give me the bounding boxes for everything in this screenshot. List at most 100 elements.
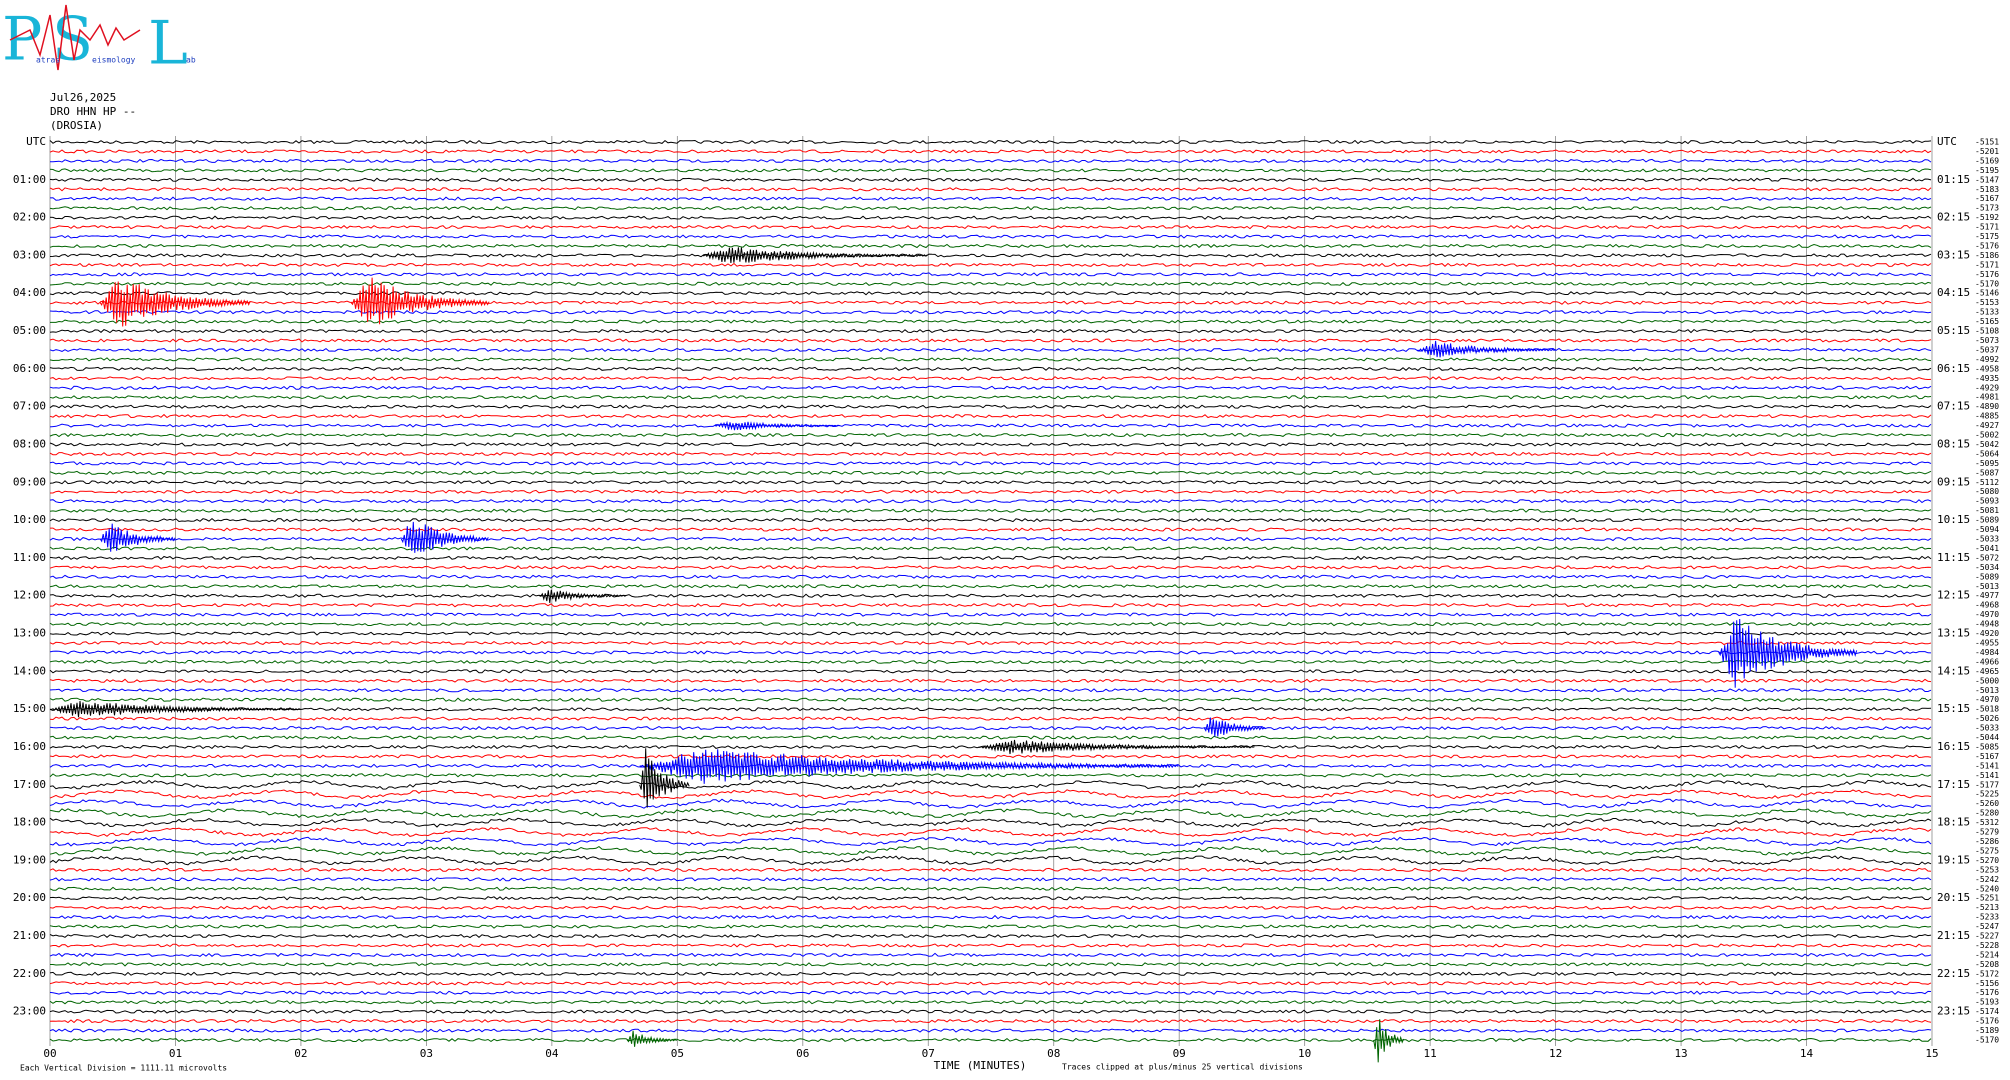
hour-label-left: 17:00 — [13, 778, 46, 791]
trace — [49, 659, 1932, 665]
offset-label: -5186 — [1975, 251, 1999, 260]
hour-label-left: 22:00 — [13, 967, 46, 980]
scale-note: Each Vertical Division = 1111.11 microvo… — [20, 1064, 227, 1073]
offset-label: -4927 — [1975, 421, 1999, 430]
offset-label: -5170 — [1975, 279, 1999, 288]
trace — [49, 555, 1932, 561]
trace — [49, 413, 1932, 419]
offset-label: -5228 — [1975, 941, 1999, 950]
offset-label: -4966 — [1975, 657, 1999, 666]
trace — [49, 215, 1932, 220]
offset-label: -5286 — [1975, 837, 1999, 846]
offset-label: -5089 — [1975, 516, 1999, 525]
offset-label: -5112 — [1975, 478, 1999, 487]
seismic-event — [49, 701, 301, 718]
offset-label: -5201 — [1975, 147, 1999, 156]
offset-label: -5280 — [1975, 809, 1999, 818]
hour-label-left: 10:00 — [13, 513, 46, 526]
trace — [49, 1009, 1932, 1014]
offset-label: -5173 — [1975, 204, 1999, 213]
hour-label-right: 13:15 — [1937, 627, 1970, 640]
offset-label: -4968 — [1975, 601, 1999, 610]
x-tick-label: 04 — [545, 1047, 559, 1060]
trace — [49, 789, 1932, 800]
hour-label-left: 01:00 — [13, 173, 46, 186]
offset-label: -4965 — [1975, 667, 1999, 676]
offset-label: -5251 — [1975, 894, 1999, 903]
offset-label: -5171 — [1975, 260, 1999, 269]
offset-label: -4885 — [1975, 412, 1999, 421]
x-tick-label: 01 — [169, 1047, 182, 1060]
seismic-event — [978, 739, 1255, 755]
hour-label-right: 02:15 — [1937, 211, 1970, 224]
trace — [49, 707, 1932, 712]
offset-label: -5193 — [1975, 998, 1999, 1007]
trace — [50, 319, 1932, 324]
seismic-event — [1203, 717, 1267, 737]
offset-label: -5253 — [1975, 865, 1999, 874]
hour-label-right: 17:15 — [1937, 778, 1970, 791]
offset-label: -5175 — [1975, 232, 1999, 241]
trace — [49, 650, 1932, 655]
hour-label-right: 15:15 — [1937, 702, 1970, 715]
seismic-event — [99, 281, 251, 327]
logo: P S L atras eismology ab — [2, 5, 196, 79]
x-tick-label: 11 — [1424, 1047, 1437, 1060]
x-tick-label: 07 — [922, 1047, 935, 1060]
trace — [49, 855, 1932, 866]
x-tick-label: 10 — [1298, 1047, 1311, 1060]
trace — [49, 669, 1932, 674]
offset-label: -5279 — [1975, 828, 1999, 837]
trace — [49, 395, 1932, 400]
offset-label: -5073 — [1975, 336, 1999, 345]
offset-label: -5176 — [1975, 1017, 1999, 1026]
logo-word: atras — [36, 56, 60, 65]
offset-label: -5133 — [1975, 308, 1999, 317]
offset-label: -4958 — [1975, 364, 1999, 373]
offset-label: -5208 — [1975, 960, 1999, 969]
trace — [49, 423, 1932, 428]
offset-label: -5156 — [1975, 979, 1999, 988]
trace — [49, 461, 1932, 466]
offset-label: -5227 — [1975, 932, 1999, 941]
offset-label: -5192 — [1975, 213, 1999, 222]
offset-label: -5170 — [1975, 1036, 1999, 1045]
x-tick-label: 05 — [671, 1047, 684, 1060]
offset-label: -4977 — [1975, 591, 1999, 600]
seismic-event — [539, 589, 627, 603]
trace — [49, 234, 1932, 239]
offset-label: -5000 — [1975, 676, 1999, 685]
offset-label: -4970 — [1975, 695, 1999, 704]
trace — [49, 817, 1932, 828]
offset-label: -5260 — [1975, 799, 1999, 808]
offset-label: -5064 — [1975, 449, 1999, 458]
date: Jul26,2025 — [50, 91, 116, 104]
hour-label-right: 07:15 — [1937, 400, 1970, 413]
trace — [49, 990, 1932, 995]
offset-label: -5042 — [1975, 440, 1999, 449]
hour-label-left: 12:00 — [13, 589, 46, 602]
trace — [49, 177, 1932, 182]
trace — [49, 149, 1932, 154]
hour-label-right: 22:15 — [1937, 967, 1970, 980]
trace — [49, 924, 1932, 929]
trace — [49, 1018, 1932, 1024]
offset-label: -5275 — [1975, 846, 1999, 855]
offset-label: -5146 — [1975, 289, 1999, 298]
offset-label: -5089 — [1975, 572, 1999, 581]
offset-label: -5002 — [1975, 431, 1999, 440]
hour-label-right: 23:15 — [1937, 1005, 1970, 1018]
trace — [49, 385, 1932, 390]
offset-label: -5033 — [1975, 535, 1999, 544]
trace — [49, 603, 1932, 608]
trace — [49, 480, 1932, 485]
trace — [49, 432, 1932, 438]
trace — [49, 886, 1932, 891]
offset-label: -5312 — [1975, 818, 1999, 827]
offset-label: -5085 — [1975, 742, 1999, 751]
offset-label: -5171 — [1975, 223, 1999, 232]
offset-label: -5037 — [1975, 345, 1999, 354]
offset-label: -5153 — [1975, 298, 1999, 307]
trace — [49, 981, 1932, 986]
